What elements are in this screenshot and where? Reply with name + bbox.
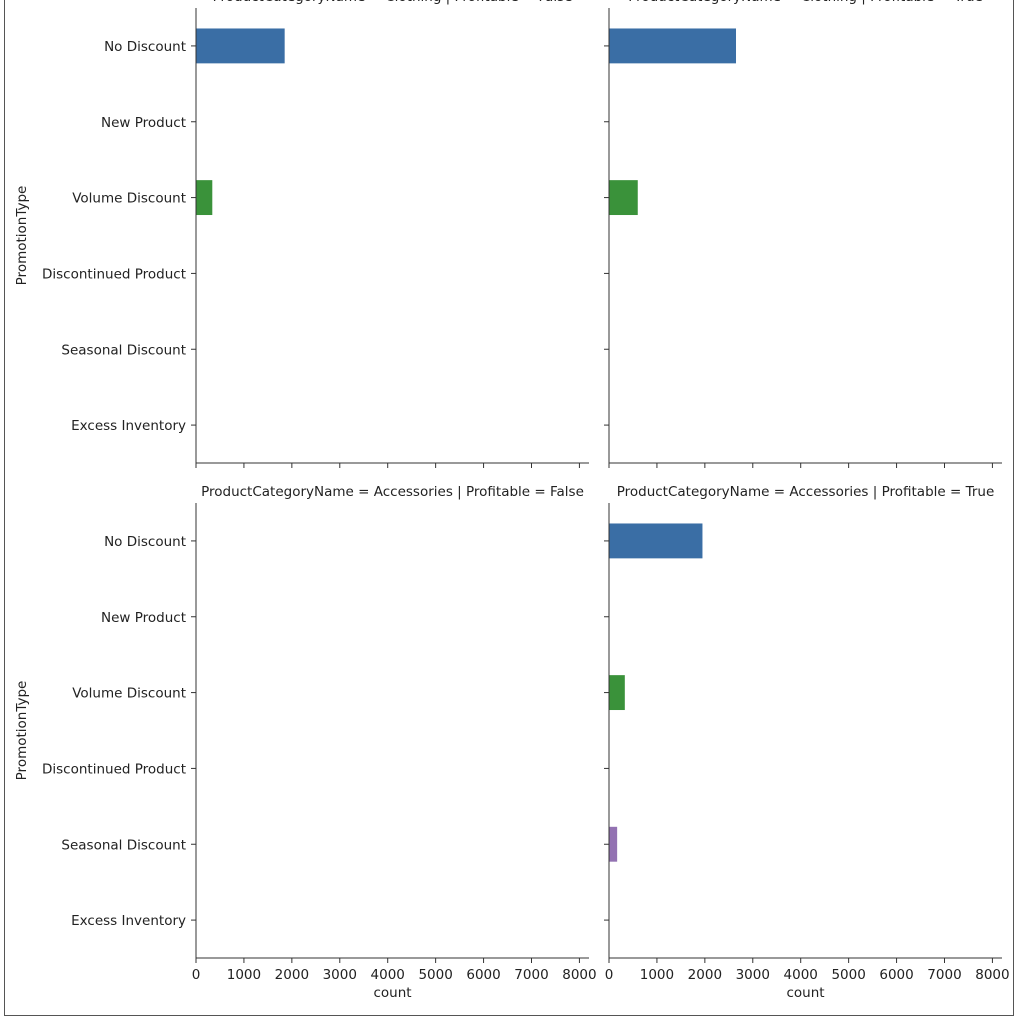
x-tick-label: 3000 <box>323 967 357 983</box>
x-tick-label: 7000 <box>927 967 961 983</box>
y-tick-label: Seasonal Discount <box>61 837 186 853</box>
x-tick-label: 5000 <box>831 967 865 983</box>
x-tick-label: 5000 <box>418 967 452 983</box>
x-tick-label: 1000 <box>227 967 261 983</box>
bar-no-discount <box>609 28 737 64</box>
y-tick-label: Excess Inventory <box>71 418 186 434</box>
bar-no-discount <box>196 28 285 64</box>
x-axis-label: count <box>373 985 411 1001</box>
bar-volume-discount <box>609 675 625 711</box>
facet-panel-3: ProductCategoryName = Accessories | Prof… <box>14 484 597 1001</box>
x-tick-label: 7000 <box>514 967 548 983</box>
x-tick-label: 6000 <box>466 967 500 983</box>
x-tick-label: 0 <box>605 967 614 983</box>
bar-volume-discount <box>609 180 638 216</box>
x-tick-label: 4000 <box>784 967 818 983</box>
facet-panel-4: ProductCategoryName = Accessories | Prof… <box>604 484 1010 1001</box>
figure-frame <box>4 0 1014 1016</box>
facet-panel-2: ProductCategoryName = Clothing | Profita… <box>604 0 1002 468</box>
x-tick-label: 0 <box>192 967 201 983</box>
bar-no-discount <box>609 523 703 559</box>
y-tick-label: No Discount <box>104 39 186 55</box>
y-tick-label: Volume Discount <box>72 686 186 702</box>
facet-panel-1: ProductCategoryName = Clothing | Profita… <box>14 0 589 468</box>
x-tick-label: 1000 <box>640 967 674 983</box>
panel-title: ProductCategoryName = Clothing | Profita… <box>213 0 573 5</box>
y-axis-label: PromotionType <box>14 186 30 286</box>
panel-title: ProductCategoryName = Accessories | Prof… <box>201 484 584 500</box>
panel-title: ProductCategoryName = Accessories | Prof… <box>617 484 995 500</box>
x-tick-label: 6000 <box>879 967 913 983</box>
x-tick-label: 4000 <box>371 967 405 983</box>
y-tick-label: New Product <box>101 115 186 131</box>
x-tick-label: 2000 <box>275 967 309 983</box>
y-tick-label: Excess Inventory <box>71 913 186 929</box>
y-tick-label: Seasonal Discount <box>61 342 186 358</box>
x-tick-label: 8000 <box>975 967 1009 983</box>
y-tick-label: Discontinued Product <box>42 761 186 777</box>
y-tick-label: New Product <box>101 610 186 626</box>
y-tick-label: Discontinued Product <box>42 266 186 282</box>
y-tick-label: Volume Discount <box>72 191 186 207</box>
panel-title: ProductCategoryName = Clothing | Profita… <box>628 0 983 5</box>
y-tick-label: No Discount <box>104 534 186 550</box>
bar-volume-discount <box>196 180 213 216</box>
x-tick-label: 8000 <box>562 967 596 983</box>
bar-seasonal-discount <box>609 826 618 862</box>
x-tick-label: 2000 <box>688 967 722 983</box>
x-tick-label: 3000 <box>736 967 770 983</box>
x-axis-label: count <box>786 985 824 1001</box>
y-axis-label: PromotionType <box>14 681 30 781</box>
